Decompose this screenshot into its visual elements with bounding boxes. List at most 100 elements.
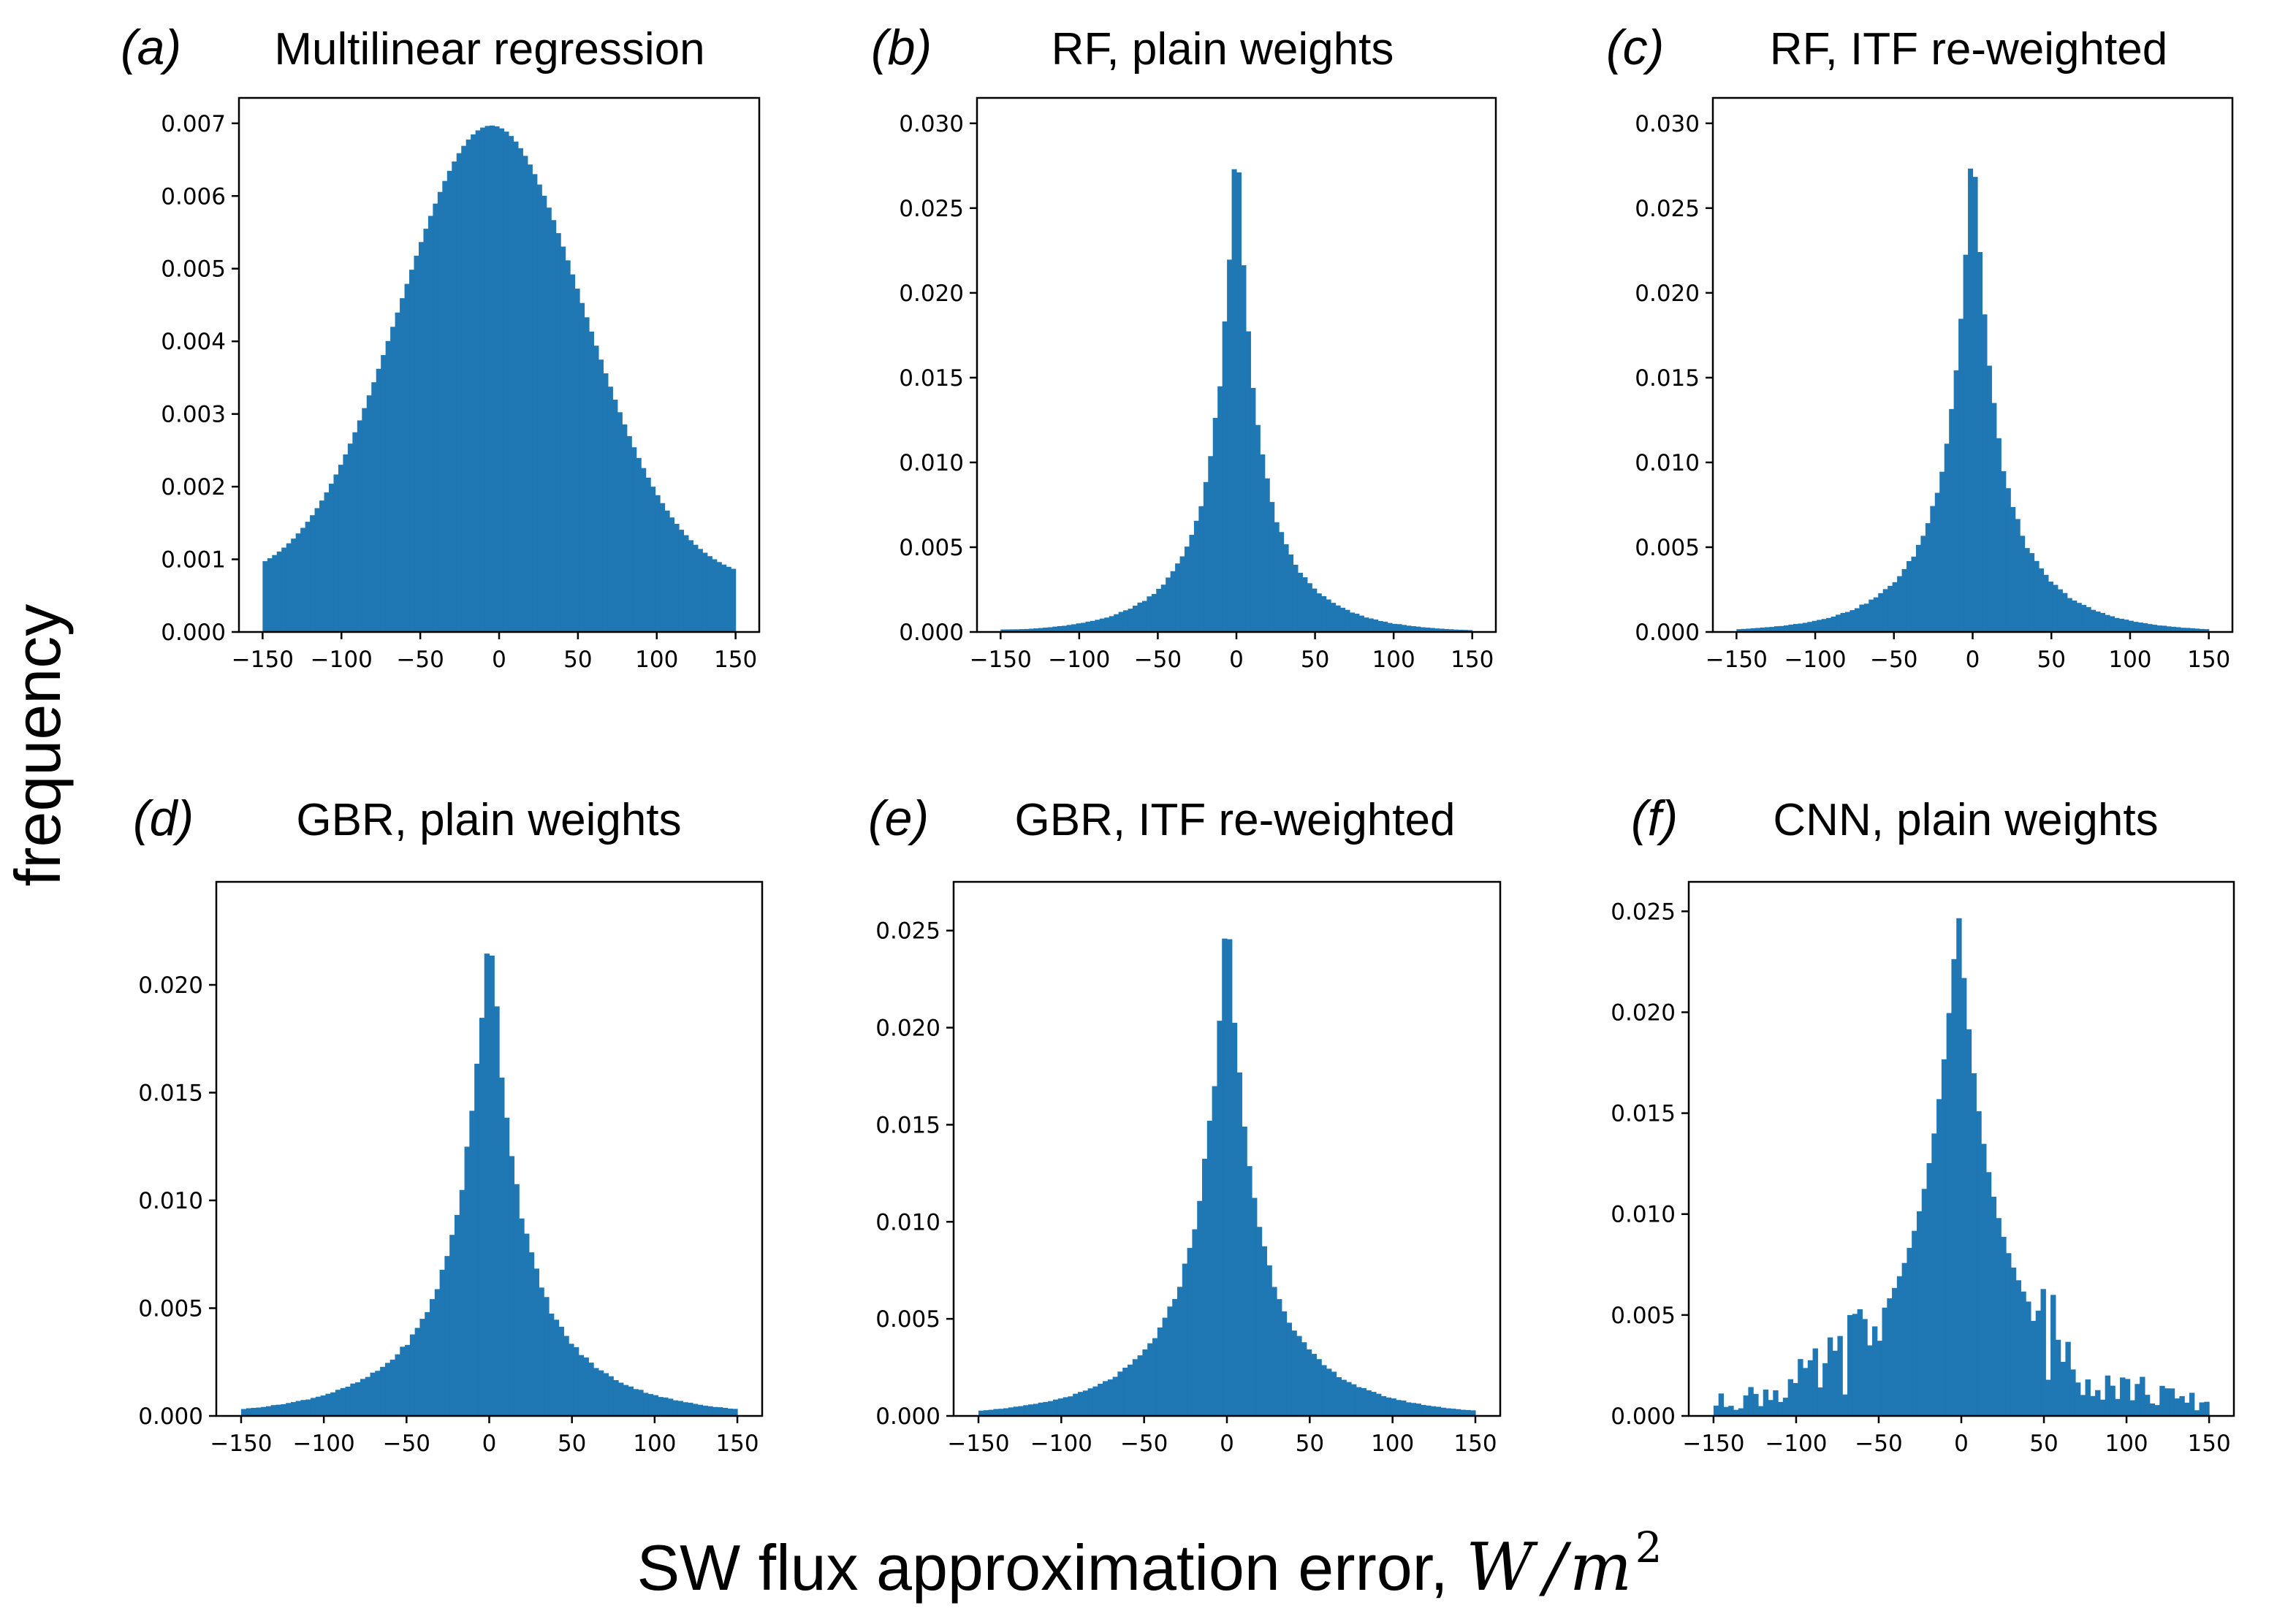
histogram-bar (1024, 628, 1030, 632)
histogram-bar (2143, 622, 2148, 632)
histogram-bar (731, 568, 737, 632)
histogram-bar (1366, 1390, 1372, 1416)
x-axis-label-text: SW flux approximation error, (636, 1531, 1448, 1604)
histogram-bar (1013, 1406, 1019, 1416)
histogram-bar (1713, 1405, 1719, 1416)
y-tick-label: 0.015 (875, 1112, 940, 1138)
histogram-bar (1066, 625, 1072, 632)
histogram-bar (474, 1063, 480, 1416)
histogram-bar (281, 547, 287, 632)
histogram-bar (2105, 614, 2110, 632)
histogram-bar (1812, 620, 1817, 632)
histogram-bar (1907, 560, 1912, 632)
histogram-bar (641, 468, 647, 632)
histogram-bar (1434, 628, 1440, 632)
histogram-bar (1247, 1166, 1252, 1416)
histogram-bar (1453, 629, 1459, 632)
histogram-bar (1095, 620, 1101, 632)
y-tick-label: 0.030 (899, 111, 964, 137)
histogram-bar (1003, 1408, 1009, 1416)
histogram-bar (1189, 535, 1195, 632)
panel-title: GBR, ITF re-weighted (1015, 795, 1456, 845)
histogram-bar (1863, 603, 1869, 632)
histogram-bar (371, 382, 377, 632)
histogram-bar (1242, 1127, 1247, 1416)
histogram-bar (978, 1410, 984, 1416)
histogram-bar (726, 566, 731, 632)
histogram-bar (1291, 1330, 1297, 1416)
histogram-bar (623, 1385, 629, 1416)
histogram-bar (1112, 1376, 1118, 1416)
histogram-bar (1765, 627, 1771, 632)
histogram-bar (2067, 598, 2072, 632)
histogram-bar (1212, 1086, 1217, 1416)
histogram-bar (717, 1407, 723, 1416)
histogram-bar (409, 270, 415, 632)
histogram-bar (643, 1393, 649, 1416)
histogram-bar (2147, 624, 2153, 632)
histogram-bar (1048, 1401, 1054, 1416)
histogram-bar (1231, 169, 1237, 633)
histogram-bar (319, 500, 325, 632)
histogram-bar (607, 386, 613, 632)
histogram-bar (674, 524, 680, 632)
y-tick-label: 0.005 (138, 1296, 203, 1322)
panels-group: −150 −100 −50 0 50 100 150 0.000 0.001 0.002 0.003… (121, 20, 2235, 1457)
histogram-bar (2137, 622, 2143, 632)
histogram-bar (527, 164, 533, 632)
histogram-bar (456, 153, 462, 633)
histogram-bar (2120, 1377, 2126, 1416)
histogram-bar (1361, 1387, 1366, 1416)
panel-letter: (e) (868, 791, 929, 846)
histogram-bar (1769, 627, 1775, 632)
histogram-bar (1971, 1073, 1977, 1416)
histogram-bar (1071, 624, 1077, 632)
histogram-bar (613, 1379, 619, 1416)
histogram-bar (653, 1395, 658, 1416)
histogram-bar (1391, 1398, 1396, 1416)
histogram-bar (2050, 1295, 2056, 1416)
histogram-bar (2124, 1379, 2131, 1416)
histogram-bar (503, 1117, 510, 1416)
histogram-bar (1033, 1404, 1039, 1416)
histogram-bar (449, 1235, 455, 1416)
y-tick-label: 0.015 (1611, 1101, 1676, 1127)
histogram-bar (1807, 1360, 1814, 1416)
histogram-bar (2005, 488, 2011, 632)
histogram-bar (631, 447, 637, 632)
histogram-bar (683, 1402, 688, 1416)
histogram-bar (1354, 613, 1360, 632)
histogram-bar (1410, 1403, 1416, 1416)
x-tick-label: −100 (1030, 1431, 1092, 1457)
histogram-bar (2048, 582, 2053, 632)
histogram-bar (1137, 1355, 1143, 1416)
histogram-bar (1873, 597, 1879, 632)
histogram-bar (1005, 629, 1011, 632)
histogram-bar (2095, 611, 2101, 632)
histogram-bar (314, 508, 320, 632)
x-tick-label: −50 (396, 647, 444, 673)
histogram-bar (1916, 1211, 1923, 1416)
histogram-bar (1842, 1394, 1848, 1416)
histogram-bar (479, 1018, 485, 1416)
histogram-bar (683, 535, 689, 632)
histogram-bar (1827, 1337, 1833, 1416)
histogram-bar (262, 561, 268, 632)
histogram-bar (1156, 589, 1162, 632)
y-tick-label: 0.010 (875, 1209, 940, 1235)
histogram-bar (1778, 1401, 1784, 1416)
x-tick-label: 150 (2187, 647, 2230, 673)
histogram-bar (272, 555, 278, 632)
histogram-bar (1817, 1387, 1823, 1416)
histogram-bar (1396, 624, 1402, 632)
histogram-bar (2189, 1393, 2195, 1416)
histogram-bar (1250, 388, 1256, 632)
histogram-bar (246, 1408, 252, 1416)
histogram-bar (380, 1366, 386, 1416)
y-tick-label: 0.001 (161, 547, 226, 574)
histogram-bar (2090, 1395, 2096, 1416)
histogram-bar (1901, 1262, 1907, 1416)
histogram-bar (1837, 1336, 1843, 1416)
histogram-bar (1082, 1390, 1089, 1416)
